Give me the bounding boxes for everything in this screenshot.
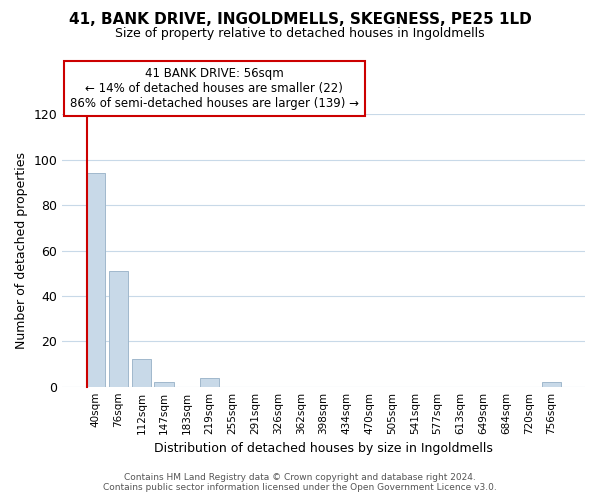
Text: 41, BANK DRIVE, INGOLDMELLS, SKEGNESS, PE25 1LD: 41, BANK DRIVE, INGOLDMELLS, SKEGNESS, P… <box>68 12 532 28</box>
Bar <box>131 360 151 386</box>
Bar <box>86 174 106 386</box>
Bar <box>109 271 128 386</box>
Bar <box>154 382 174 386</box>
X-axis label: Distribution of detached houses by size in Ingoldmells: Distribution of detached houses by size … <box>154 442 493 455</box>
Text: Size of property relative to detached houses in Ingoldmells: Size of property relative to detached ho… <box>115 28 485 40</box>
Bar <box>542 382 561 386</box>
Text: 41 BANK DRIVE: 56sqm
← 14% of detached houses are smaller (22)
86% of semi-detac: 41 BANK DRIVE: 56sqm ← 14% of detached h… <box>70 67 359 110</box>
Bar <box>200 378 220 386</box>
Text: Contains HM Land Registry data © Crown copyright and database right 2024.
Contai: Contains HM Land Registry data © Crown c… <box>103 473 497 492</box>
Y-axis label: Number of detached properties: Number of detached properties <box>15 152 28 349</box>
